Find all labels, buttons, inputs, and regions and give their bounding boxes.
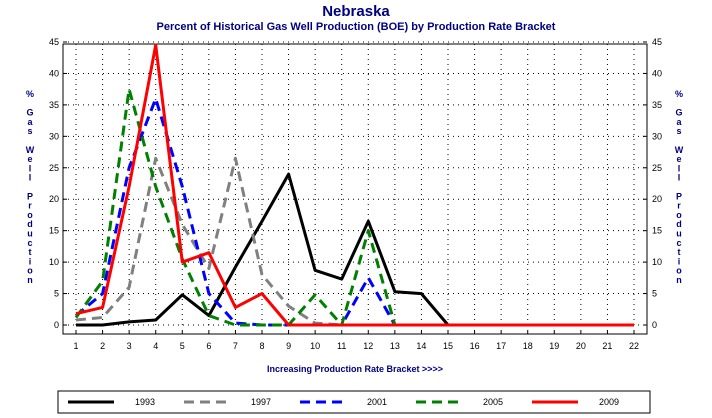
x-tick-label: 2 bbox=[100, 341, 105, 351]
y-tick-label-right: 45 bbox=[652, 37, 662, 47]
y-tick-label-right: 25 bbox=[652, 163, 662, 173]
legend-box bbox=[57, 390, 651, 414]
legend: 1993 1997 2001 2005 2009 bbox=[68, 397, 619, 407]
y-axis-title-char: i bbox=[678, 256, 681, 266]
y-tick-label-left: 20 bbox=[49, 194, 59, 204]
y-axis-title-char: l bbox=[29, 173, 32, 183]
y-tick-label-right: 5 bbox=[652, 289, 657, 299]
y-axis-title-char: n bbox=[27, 275, 33, 285]
y-tick-label-right: 0 bbox=[652, 320, 657, 330]
y-axis-title-char: % bbox=[26, 89, 34, 99]
y-axis-title-char: o bbox=[676, 210, 682, 220]
y-tick-label-right: 10 bbox=[652, 257, 662, 267]
y-axis-title-char: c bbox=[27, 238, 32, 248]
chart-subtitle: Percent of Historical Gas Well Productio… bbox=[156, 21, 556, 33]
y-tick-label-left: 25 bbox=[49, 163, 59, 173]
x-tick-label: 12 bbox=[363, 341, 373, 351]
y-tick-label-right: 20 bbox=[652, 194, 662, 204]
y-axis-title-char: e bbox=[27, 154, 32, 164]
y-axis-title-char: a bbox=[27, 117, 33, 127]
legend-label: 2001 bbox=[367, 397, 387, 407]
y-axis-title-char: u bbox=[676, 229, 682, 239]
legend-label: 1997 bbox=[251, 397, 271, 407]
y-axis-title-char: e bbox=[676, 154, 681, 164]
y-axis-title-char: o bbox=[27, 266, 33, 276]
y-axis-title-char: o bbox=[27, 210, 33, 220]
y-axis-title-char: r bbox=[677, 201, 681, 211]
y-axis-title-char: c bbox=[676, 238, 681, 248]
x-tick-label: 11 bbox=[337, 341, 346, 351]
x-tick-label: 16 bbox=[470, 341, 480, 351]
x-tick-label: 14 bbox=[416, 341, 426, 351]
x-tick-label: 5 bbox=[180, 341, 185, 351]
y-axis-title-char: l bbox=[678, 173, 681, 183]
x-tick-label: 17 bbox=[496, 341, 506, 351]
y-axis-title-char: s bbox=[27, 126, 32, 136]
axis-ticks: 1 2 3 4 5 6 7 8 9 10 11 12 13 14 15 16 17 18 19 20 21 220 05 51… bbox=[49, 37, 662, 351]
y-axis-title-char: r bbox=[28, 201, 32, 211]
legend-label: 2005 bbox=[483, 397, 503, 407]
y-tick-label-left: 40 bbox=[49, 68, 59, 78]
y-axis-title-char: d bbox=[676, 219, 682, 229]
y-tick-label-right: 15 bbox=[652, 226, 662, 236]
y-axis-title-char: i bbox=[29, 256, 32, 266]
y-tick-label-left: 30 bbox=[49, 131, 59, 141]
y-axis-title-char: t bbox=[29, 247, 32, 257]
y-tick-label-left: 45 bbox=[49, 37, 59, 47]
x-tick-label: 3 bbox=[127, 341, 132, 351]
y-tick-label-right: 40 bbox=[652, 68, 662, 78]
y-axis-title-char: P bbox=[676, 191, 682, 201]
y-axis-title-char: a bbox=[676, 117, 682, 127]
series-line-2009 bbox=[75, 43, 634, 327]
x-tick-label: 9 bbox=[286, 341, 291, 351]
x-tick-label: 8 bbox=[259, 341, 264, 351]
y-tick-label-left: 15 bbox=[49, 226, 59, 236]
x-tick-label: 13 bbox=[390, 341, 400, 351]
y-axis-title-char: W bbox=[26, 145, 35, 155]
x-tick-label: 21 bbox=[602, 341, 612, 351]
x-tick-label: 6 bbox=[206, 341, 211, 351]
y-axis-title-char: W bbox=[675, 145, 684, 155]
x-tick-label: 1 bbox=[73, 341, 78, 351]
x-tick-label: 22 bbox=[629, 341, 639, 351]
legend-label: 2009 bbox=[599, 397, 619, 407]
y-tick-label-left: 35 bbox=[49, 100, 59, 110]
y-axis-title-char: n bbox=[676, 275, 682, 285]
chart-title: Nebraska bbox=[322, 3, 390, 20]
x-tick-label: 7 bbox=[233, 341, 238, 351]
x-axis-title: Increasing Production Rate Bracket >>>> bbox=[267, 364, 443, 374]
y-axis-title-char: o bbox=[676, 266, 682, 276]
y-tick-label-right: 35 bbox=[652, 100, 662, 110]
y-axis-title-char: s bbox=[676, 126, 681, 136]
y-tick-label-left: 10 bbox=[49, 257, 59, 267]
y-axis-title-char: G bbox=[675, 108, 682, 118]
x-tick-label: 4 bbox=[153, 341, 158, 351]
y-axis-title-char: u bbox=[27, 229, 33, 239]
y-tick-label-right: 30 bbox=[652, 131, 662, 141]
y-axis-title-char: G bbox=[26, 108, 33, 118]
y-axis-title-char: d bbox=[27, 219, 33, 229]
y-axis-title-char: % bbox=[675, 89, 683, 99]
legend-label: 1993 bbox=[135, 397, 155, 407]
y-axis-title-char: l bbox=[29, 163, 32, 173]
y-tick-label-left: 0 bbox=[54, 320, 59, 330]
x-tick-label: 18 bbox=[523, 341, 533, 351]
series-lines bbox=[74, 43, 634, 327]
x-tick-label: 10 bbox=[310, 341, 320, 351]
x-tick-label: 19 bbox=[549, 341, 559, 351]
y-axis-title-char: l bbox=[678, 163, 681, 173]
y-tick-label-left: 5 bbox=[54, 289, 59, 299]
y-axis-title-char: t bbox=[678, 247, 681, 257]
x-tick-label: 15 bbox=[443, 341, 453, 351]
y-axis-title-char: P bbox=[27, 191, 33, 201]
x-tick-label: 20 bbox=[576, 341, 586, 351]
